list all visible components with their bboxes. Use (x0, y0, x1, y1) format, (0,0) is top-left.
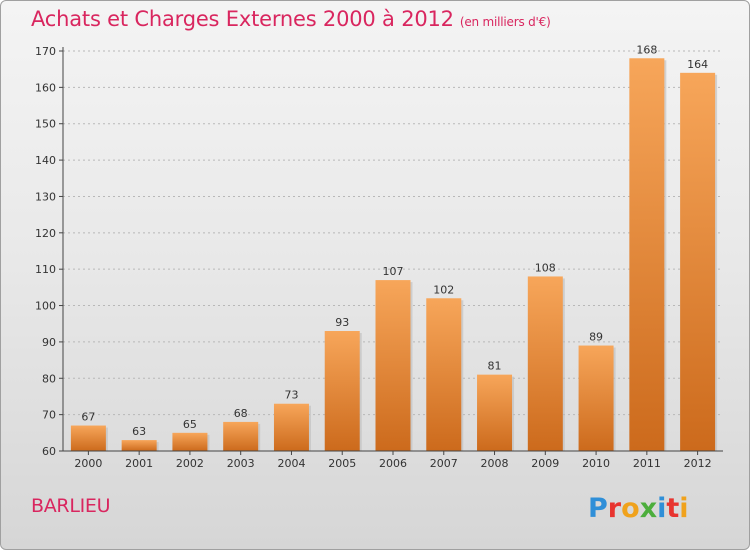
y-tick-label: 160 (35, 81, 56, 94)
x-tick-label: 2010 (582, 457, 610, 470)
value-label: 63 (132, 425, 146, 438)
value-label: 81 (488, 360, 502, 373)
y-tick-label: 80 (42, 372, 56, 385)
y-tick-label: 140 (35, 154, 56, 167)
x-tick-label: 2001 (125, 457, 153, 470)
svg-text:Proxiti: Proxiti (588, 493, 689, 524)
chart-subtitle: (en milliers d'€) (459, 15, 551, 29)
value-label: 108 (535, 261, 556, 274)
value-label: 107 (383, 265, 404, 278)
bar (375, 280, 411, 451)
value-label: 164 (687, 58, 708, 71)
bar (629, 58, 665, 451)
axes: 60 70 80 90 100 110 120 130 140 150 160 170 2000 2001… (35, 45, 723, 470)
x-tick-label: 2006 (379, 457, 407, 470)
bar (70, 425, 106, 451)
chart-title-text: Achats et Charges Externes 2000 à 2012 (31, 7, 454, 31)
bar (680, 72, 716, 452)
x-tick-label: 2008 (481, 457, 509, 470)
x-tick-label: 2003 (227, 457, 255, 470)
x-tick-label: 2012 (684, 457, 712, 470)
bar (223, 421, 259, 451)
value-label: 68 (234, 407, 248, 420)
y-tick-label: 110 (35, 263, 56, 276)
y-tick-label: 120 (35, 227, 56, 240)
value-label: 65 (183, 418, 197, 431)
y-tick-label: 130 (35, 190, 56, 203)
value-label: 102 (433, 283, 454, 296)
y-tick-label: 60 (42, 445, 56, 458)
y-tick-label: 170 (35, 45, 56, 58)
proxiti-logo: Proxiti (588, 493, 689, 524)
bar (121, 440, 157, 451)
bar (527, 276, 563, 451)
x-tick-label: 2009 (531, 457, 559, 470)
y-tick-label: 150 (35, 118, 56, 131)
x-tick-label: 2007 (430, 457, 458, 470)
chart-title: Achats et Charges Externes 2000 à 2012 (e… (31, 7, 551, 31)
y-tick-label: 70 (42, 409, 56, 422)
bar (426, 298, 462, 451)
x-tick-label: 2011 (633, 457, 661, 470)
x-tick-label: 2005 (328, 457, 356, 470)
x-tick-label: 2000 (74, 457, 102, 470)
bar (324, 331, 360, 451)
value-label: 73 (284, 389, 298, 402)
value-label: 89 (589, 331, 603, 344)
value-label: 93 (335, 316, 349, 329)
bar (172, 432, 208, 451)
place-label: BARLIEU (31, 495, 111, 517)
bar (273, 403, 309, 451)
value-label: 67 (81, 411, 95, 424)
x-tick-label: 2002 (176, 457, 204, 470)
y-tick-label: 100 (35, 300, 56, 313)
bar (578, 345, 614, 451)
bar (477, 374, 513, 451)
y-tick-label: 90 (42, 336, 56, 349)
value-label: 168 (636, 43, 657, 56)
bars: 67 63 65 68 73 93 107 102 81 108 89 168 164 (70, 43, 718, 452)
x-tick-label: 2004 (277, 457, 305, 470)
